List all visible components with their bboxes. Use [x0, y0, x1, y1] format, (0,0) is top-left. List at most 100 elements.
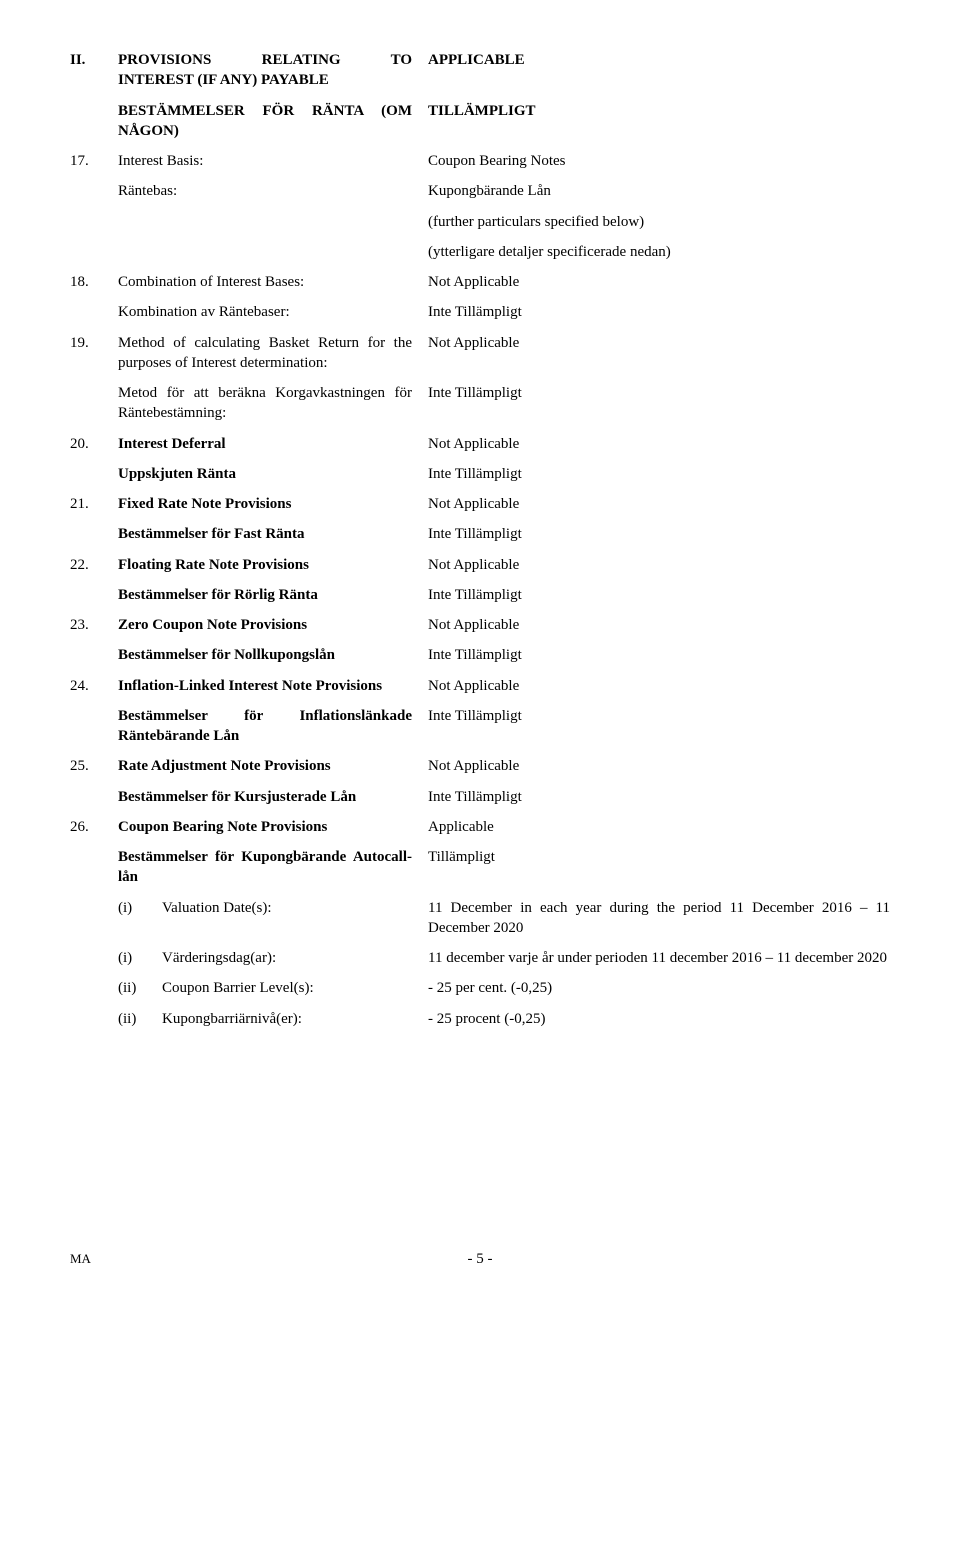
value: Not Applicable: [428, 333, 890, 374]
row-26-en: 26. Coupon Bearing Note Provisions Appli…: [70, 817, 890, 837]
value: (further particulars specified below): [428, 212, 890, 232]
label: Zero Coupon Note Provisions: [118, 615, 428, 635]
row-18-sv: Kombination av Räntebaser: Inte Tillämpl…: [70, 302, 890, 322]
num: 18.: [70, 272, 118, 292]
value: Not Applicable: [428, 756, 890, 776]
label: Inflation-Linked Interest Note Provision…: [118, 676, 428, 696]
row-19-en: 19. Method of calculating Basket Return …: [70, 333, 890, 374]
value: Inte Tillämpligt: [428, 464, 890, 484]
row-26-ii-sv: (ii) Kupongbarriärnivå(er): - 25 procent…: [70, 1009, 890, 1029]
text: PROVISIONS RELATING TO: [118, 52, 412, 68]
label: Bestämmelser för Rörlig Ränta: [118, 585, 428, 605]
value: Inte Tillämpligt: [428, 524, 890, 544]
num: 21.: [70, 494, 118, 514]
text: BESTÄMMELSER FÖR RÄNTA (OM: [118, 101, 412, 121]
label: Bestämmelser för Kursjusterade Lån: [118, 787, 428, 807]
num: 26.: [70, 817, 118, 837]
label: Kombination av Räntebaser:: [118, 302, 428, 322]
value: Not Applicable: [428, 494, 890, 514]
value: Inte Tillämpligt: [428, 302, 890, 322]
row-17-en: 17. Interest Basis: Coupon Bearing Notes: [70, 151, 890, 171]
row-21-sv: Bestämmelser för Fast Ränta Inte Tillämp…: [70, 524, 890, 544]
section-header: II. PROVISIONS RELATING TO INTEREST (IF …: [70, 50, 890, 91]
value: Not Applicable: [428, 555, 890, 575]
label: Coupon Barrier Level(s):: [162, 978, 428, 998]
paren: (i): [118, 948, 162, 968]
footer-page-number: - 5 -: [118, 1249, 842, 1269]
num: 19.: [70, 333, 118, 374]
value: Kupongbärande Lån: [428, 181, 890, 201]
section-value-sv: TILLÄMPLIGT: [428, 101, 890, 142]
row-22-en: 22. Floating Rate Note Provisions Not Ap…: [70, 555, 890, 575]
value: - 25 procent (-0,25): [428, 1009, 890, 1029]
label: Fixed Rate Note Provisions: [118, 494, 428, 514]
value: Inte Tillämpligt: [428, 383, 890, 424]
num: 22.: [70, 555, 118, 575]
label: Interest Deferral: [118, 434, 428, 454]
label: Metod för att beräkna Korgavkastningen f…: [118, 383, 428, 424]
row-17-sv: Räntebas: Kupongbärande Lån: [70, 181, 890, 201]
paren: (ii): [118, 1009, 162, 1029]
value: - 25 per cent. (-0,25): [428, 978, 890, 998]
row-17-note1: (further particulars specified below): [70, 212, 890, 232]
num: 25.: [70, 756, 118, 776]
label: Bestämmelser för Nollkupongslån: [118, 645, 428, 665]
num: 20.: [70, 434, 118, 454]
row-22-sv: Bestämmelser för Rörlig Ränta Inte Tillä…: [70, 585, 890, 605]
row-17-note2: (ytterligare detaljer specificerade neda…: [70, 242, 890, 262]
value: (ytterligare detaljer specificerade neda…: [428, 242, 890, 262]
value: Applicable: [428, 817, 890, 837]
value: Not Applicable: [428, 615, 890, 635]
label: Method of calculating Basket Return for …: [118, 333, 428, 374]
row-25-sv: Bestämmelser för Kursjusterade Lån Inte …: [70, 787, 890, 807]
num: 24.: [70, 676, 118, 696]
text: INTEREST (IF ANY) PAYABLE: [118, 70, 329, 90]
value: Inte Tillämpligt: [428, 787, 890, 807]
label: Värderingsdag(ar):: [162, 948, 428, 968]
paren: (i): [118, 898, 162, 939]
section-number: II.: [70, 50, 118, 91]
value: Inte Tillämpligt: [428, 706, 890, 747]
label: Floating Rate Note Provisions: [118, 555, 428, 575]
label: Räntebas:: [118, 181, 428, 201]
row-24-en: 24. Inflation-Linked Interest Note Provi…: [70, 676, 890, 696]
label: Bestämmelser för Inflationslänkade Ränte…: [118, 706, 428, 747]
label: Uppskjuten Ränta: [118, 464, 428, 484]
value: 11 december varje år under perioden 11 d…: [428, 948, 890, 968]
num: 17.: [70, 151, 118, 171]
section-header-sv: BESTÄMMELSER FÖR RÄNTA (OM NÅGON) TILLÄM…: [70, 101, 890, 142]
label: Rate Adjustment Note Provisions: [118, 756, 428, 776]
row-20-sv: Uppskjuten Ränta Inte Tillämpligt: [70, 464, 890, 484]
section-title-sv: BESTÄMMELSER FÖR RÄNTA (OM NÅGON): [118, 101, 428, 142]
label: Valuation Date(s):: [162, 898, 428, 939]
row-26-i-sv: (i) Värderingsdag(ar): 11 december varje…: [70, 948, 890, 968]
row-23-en: 23. Zero Coupon Note Provisions Not Appl…: [70, 615, 890, 635]
row-25-en: 25. Rate Adjustment Note Provisions Not …: [70, 756, 890, 776]
section-title-en: PROVISIONS RELATING TO INTEREST (IF ANY)…: [118, 50, 428, 91]
row-26-ii-en: (ii) Coupon Barrier Level(s): - 25 per c…: [70, 978, 890, 998]
value: Coupon Bearing Notes: [428, 151, 890, 171]
label: Kupongbarriärnivå(er):: [162, 1009, 428, 1029]
row-20-en: 20. Interest Deferral Not Applicable: [70, 434, 890, 454]
row-23-sv: Bestämmelser för Nollkupongslån Inte Til…: [70, 645, 890, 665]
text: NÅGON): [118, 123, 179, 139]
label: Coupon Bearing Note Provisions: [118, 817, 428, 837]
row-21-en: 21. Fixed Rate Note Provisions Not Appli…: [70, 494, 890, 514]
paren: (ii): [118, 978, 162, 998]
label: Bestämmelser för Kupongbärande Autocall-…: [118, 847, 428, 888]
value: Not Applicable: [428, 676, 890, 696]
row-26-sv: Bestämmelser för Kupongbärande Autocall-…: [70, 847, 890, 888]
num: 23.: [70, 615, 118, 635]
value: Not Applicable: [428, 272, 890, 292]
value: 11 December in each year during the peri…: [428, 898, 890, 939]
value: Not Applicable: [428, 434, 890, 454]
row-26-i-en: (i) Valuation Date(s): 11 December in ea…: [70, 898, 890, 939]
row-18-en: 18. Combination of Interest Bases: Not A…: [70, 272, 890, 292]
footer-ma: MA: [70, 1250, 118, 1268]
label: Bestämmelser för Fast Ränta: [118, 524, 428, 544]
value: Tillämpligt: [428, 847, 890, 888]
row-19-sv: Metod för att beräkna Korgavkastningen f…: [70, 383, 890, 424]
value: Inte Tillämpligt: [428, 585, 890, 605]
label: Combination of Interest Bases:: [118, 272, 428, 292]
page-footer: MA - 5 -: [70, 1249, 890, 1269]
